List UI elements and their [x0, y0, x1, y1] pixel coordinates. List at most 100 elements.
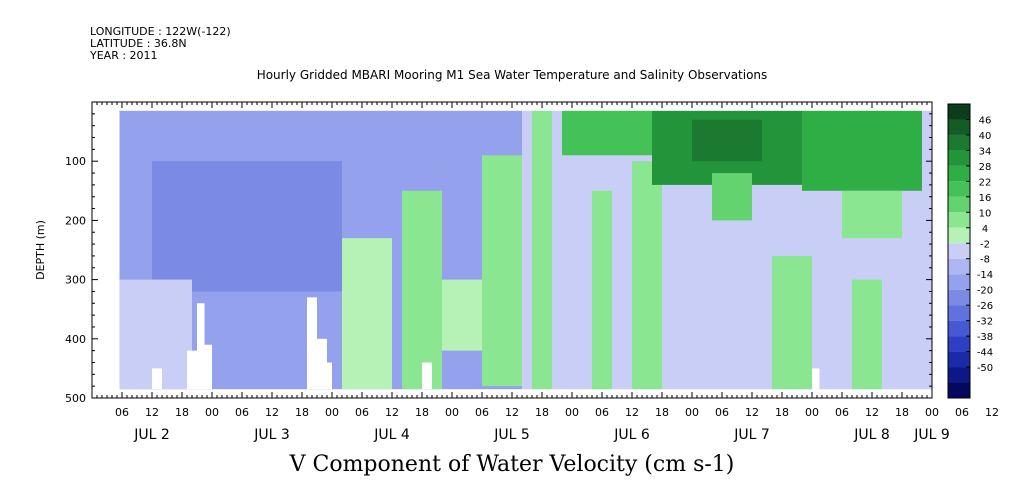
colorbar-swatch: [948, 289, 970, 306]
missing-data-2: [204, 344, 212, 390]
missing-data-3: [152, 368, 162, 390]
hour-tick-label: 06: [235, 406, 249, 419]
colorbar-swatch: [948, 212, 970, 228]
colorbar-label: 28: [979, 162, 992, 173]
heatmap-region-16: [842, 190, 902, 239]
missing-data-5: [317, 338, 327, 390]
heatmap-region-17: [772, 255, 812, 390]
colorbar-label: 22: [979, 177, 992, 188]
heatmap-region-7: [482, 155, 522, 387]
day-label: JUL 5: [493, 427, 530, 443]
colorbar-label: -38: [977, 332, 993, 343]
y-axis-label: DEPTH (m): [34, 220, 47, 280]
depth-tick-label: 300: [65, 274, 86, 287]
day-label: JUL 6: [613, 427, 650, 443]
colorbar-frame: [947, 103, 971, 399]
hour-tick-label: 06: [475, 406, 489, 419]
colorbar-label: -8: [980, 255, 990, 266]
axes: 06 12 18 00 06 12 18 00 06 12 18 00 06 12 18 00 06 12 18 00…: [65, 101, 999, 443]
hour-tick-label: 12: [625, 406, 639, 419]
colorbar-label: -14: [977, 270, 993, 281]
missing-data-6: [327, 362, 332, 390]
colorbar-swatch: [948, 367, 970, 383]
depth-tick-label: 100: [65, 155, 86, 168]
hour-tick-label: 12: [865, 406, 879, 419]
x-axis-label: V Component of Water Velocity (cm s-1): [289, 452, 735, 477]
heatmap-region-18: [852, 279, 882, 390]
missing-data-7: [422, 362, 432, 390]
day-label: JUL 9: [913, 427, 950, 443]
hour-tick-label: 00: [925, 406, 939, 419]
colorbar-swatch: [948, 227, 970, 244]
colorbar-label: 46: [979, 115, 992, 126]
colorbar-swatch: [948, 382, 970, 398]
missing-data-8: [812, 368, 820, 390]
colorbar-swatch: [948, 243, 970, 259]
heatmap-region-11: [632, 161, 662, 390]
colorbar-label: -44: [977, 348, 993, 359]
hour-tick-label: 00: [565, 406, 579, 419]
colorbar-swatch: [948, 181, 970, 197]
latitude-label: LATITUDE : 36.8N: [90, 37, 187, 50]
hour-tick-label: 12: [265, 406, 279, 419]
colorbar: 46 40 34 28 22 16 10 4 -2 -8 -14 -20 -26 -32 -38 -44 -50: [947, 103, 993, 399]
plot-area: [119, 110, 932, 390]
hour-tick-label: 06: [595, 406, 609, 419]
colorbar-label: -26: [977, 301, 993, 312]
hour-tick-label: 00: [805, 406, 819, 419]
depth-tick-label: 500: [65, 392, 86, 405]
hour-tick-label: 00: [325, 406, 339, 419]
heatmap-region-5: [402, 190, 442, 390]
hour-tick-label: 00: [445, 406, 459, 419]
colorbar-label: -32: [977, 317, 993, 328]
heatmap-region-1: [152, 161, 342, 292]
hour-tick-label: 18: [895, 406, 909, 419]
colorbar-swatch: [948, 258, 970, 275]
hour-tick-label: 18: [655, 406, 669, 419]
colorbar-swatch: [948, 336, 970, 352]
hour-tick-label: 06: [955, 406, 969, 419]
hour-tick-label: 12: [145, 406, 159, 419]
colorbar-label: -20: [977, 286, 993, 297]
colorbar-label: 4: [982, 224, 988, 235]
colorbar-swatch: [948, 351, 970, 368]
heatmap-region-15: [802, 110, 922, 191]
missing-data-0: [187, 350, 197, 390]
colorbar-swatch: [948, 119, 970, 135]
hour-tick-label: 00: [205, 406, 219, 419]
colorbar-swatch: [948, 305, 970, 321]
day-label: JUL 2: [133, 427, 170, 443]
hour-tick-label: 06: [835, 406, 849, 419]
day-label: JUL 8: [853, 427, 890, 443]
day-label: JUL 3: [253, 427, 290, 443]
hour-tick-label: 18: [415, 406, 429, 419]
colorbar-label: 40: [979, 131, 992, 142]
heatmap-region-9: [562, 110, 652, 156]
hour-tick-label: 12: [505, 406, 519, 419]
colorbar-label: -2: [980, 239, 990, 250]
heatmap-region-10: [592, 190, 612, 390]
hour-tick-label: 06: [715, 406, 729, 419]
hour-tick-label: 18: [175, 406, 189, 419]
missing-data-4: [307, 297, 317, 390]
colorbar-swatch: [948, 150, 970, 166]
colorbar-swatch: [948, 320, 970, 337]
hour-tick-label: 12: [745, 406, 759, 419]
heatmap-region-14: [712, 173, 752, 221]
hour-tick-label: 12: [985, 406, 999, 419]
colorbar-swatch: [948, 274, 970, 290]
colorbar-swatch: [948, 196, 970, 213]
depth-tick-label: 400: [65, 333, 86, 346]
hour-tick-label: 00: [685, 406, 699, 419]
colorbar-label: 10: [979, 208, 992, 219]
colorbar-label: 16: [979, 193, 992, 204]
colorbar-swatch: [948, 165, 970, 182]
hour-tick-label: 06: [355, 406, 369, 419]
hour-tick-label: 18: [295, 406, 309, 419]
missing-data-1: [197, 303, 205, 390]
year-label: YEAR : 2011: [90, 49, 158, 62]
longitude-label: LONGITUDE : 122W(-122): [90, 25, 231, 38]
colorbar-swatch: [948, 104, 970, 120]
day-label: JUL 7: [733, 427, 770, 443]
